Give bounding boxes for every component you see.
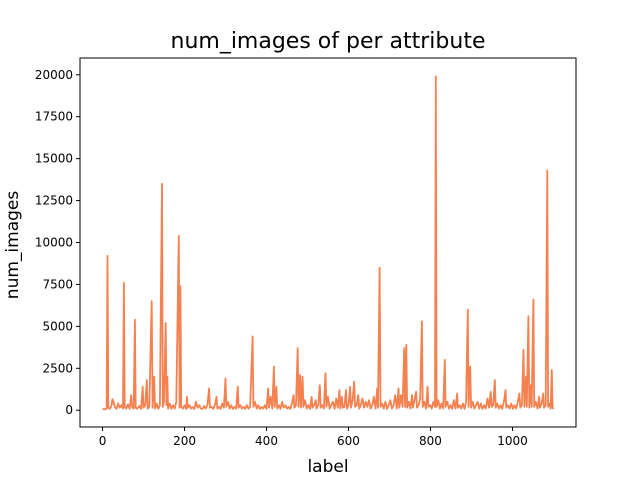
y-tick-label: 5000 — [42, 319, 73, 333]
y-tick-label: 10000 — [35, 236, 73, 250]
y-tick-label: 7500 — [42, 277, 73, 291]
y-axis-label: num_images — [3, 191, 23, 300]
y-tick-label: 15000 — [35, 152, 73, 166]
y-tick-label: 12500 — [35, 194, 73, 208]
x-axis-label: label — [307, 457, 348, 477]
x-tick-label: 0 — [99, 434, 107, 448]
y-tick-label: 17500 — [35, 110, 73, 124]
x-tick-label: 600 — [337, 434, 360, 448]
y-tick-label: 0 — [65, 403, 73, 417]
x-tick-label: 800 — [419, 434, 442, 448]
y-tick-label: 2500 — [42, 361, 73, 375]
x-tick-label: 200 — [173, 434, 196, 448]
y-tick-label: 20000 — [35, 68, 73, 82]
x-tick-label: 1000 — [497, 434, 528, 448]
series-line-1 — [102, 75, 555, 411]
plot-area: 0 200 400 600 800 100002500500075001000012500… — [35, 57, 577, 448]
chart-title: num_images of per attribute — [171, 29, 486, 54]
x-tick-label: 400 — [255, 434, 278, 448]
